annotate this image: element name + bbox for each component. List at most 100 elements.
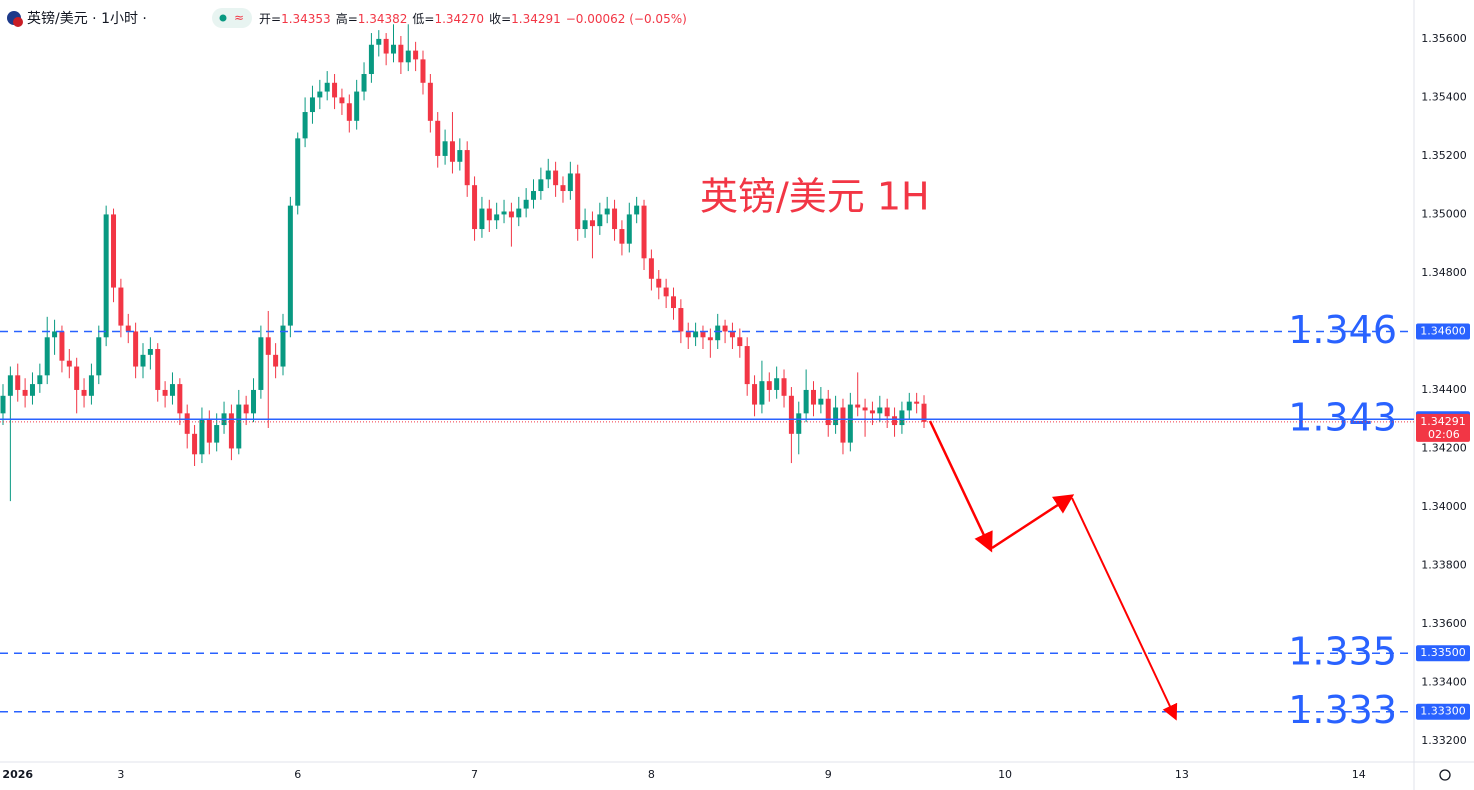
- candle-body: [162, 389, 168, 396]
- candle-body: [22, 389, 28, 396]
- candle-body: [324, 82, 330, 92]
- y-tick-label: 1.33200: [1421, 734, 1467, 747]
- last-price-label: 1.34291: [1420, 415, 1466, 428]
- candle-body: [361, 74, 367, 92]
- candle-body: [155, 348, 161, 390]
- y-tick-label: 1.35600: [1421, 32, 1467, 45]
- candle-body: [140, 354, 146, 367]
- y-tick-label: 1.34000: [1421, 500, 1467, 513]
- candle-body: [273, 354, 279, 367]
- candle-body: [582, 220, 588, 230]
- candle-body: [840, 407, 846, 443]
- candle-body: [398, 44, 404, 63]
- candle-body: [280, 325, 286, 367]
- y-tick-label: 1.35000: [1421, 207, 1467, 220]
- x-tick-label: 14: [1352, 768, 1366, 781]
- candle-body: [37, 375, 43, 385]
- candle-body: [818, 398, 824, 405]
- y-tick-label: 1.33800: [1421, 558, 1467, 571]
- price-axis: 1.35600 1.35400 1.35200 1.35000 1.34800 1.344…: [1416, 32, 1470, 747]
- candle-body: [567, 173, 573, 192]
- candle-body: [685, 331, 691, 338]
- arrow: [991, 494, 1075, 550]
- legend-low-label: 低=: [412, 12, 434, 26]
- candle-body: [855, 404, 861, 408]
- candle-body: [788, 395, 794, 434]
- settings-icon[interactable]: [1439, 769, 1451, 781]
- candle-body: [825, 398, 831, 426]
- candle-body: [111, 214, 117, 288]
- candle-body: [405, 50, 411, 63]
- legend-high-label: 高=: [336, 11, 358, 26]
- candle-body: [619, 229, 625, 244]
- candle-body: [663, 287, 669, 297]
- candle-body: [88, 375, 94, 396]
- levels: 1.346 1.343 1.335 1.333: [0, 308, 1414, 732]
- candle-body: [589, 220, 595, 227]
- candle-body: [442, 141, 448, 156]
- candle-body: [847, 404, 853, 443]
- candle-body: [693, 331, 699, 338]
- candle-body: [531, 191, 537, 200]
- level-label: 1.346: [1288, 308, 1397, 352]
- candle-body: [560, 185, 566, 192]
- legend-close: 1.34291: [511, 12, 561, 26]
- candle-body: [700, 331, 706, 338]
- candle-body: [641, 205, 647, 259]
- y-tick-label: 1.35200: [1421, 149, 1467, 162]
- arrow: [1071, 497, 1178, 721]
- candle-body: [169, 384, 175, 396]
- candle-body: [781, 378, 787, 396]
- settings-icon[interactable]: [1439, 769, 1451, 781]
- candle-body: [228, 413, 234, 449]
- x-tick-label: 2026: [2, 768, 33, 781]
- level-axis-label: 1.34600: [1420, 324, 1466, 337]
- candle-body: [553, 170, 559, 186]
- candle-body: [671, 296, 677, 309]
- candle-body: [251, 389, 257, 414]
- candle-body: [59, 331, 65, 361]
- candle-body: [29, 384, 35, 396]
- candle-body: [309, 97, 315, 113]
- candle-body: [516, 208, 522, 218]
- level-label: 1.333: [1288, 688, 1397, 732]
- candle-body: [147, 348, 153, 355]
- candle-body: [486, 208, 492, 221]
- candle-body: [258, 337, 264, 390]
- candle-body: [52, 331, 58, 338]
- candle-body: [626, 214, 632, 244]
- y-tick-label: 1.35400: [1421, 90, 1467, 103]
- candle-body: [869, 410, 875, 414]
- x-tick-label: 7: [471, 768, 478, 781]
- candle-body: [914, 401, 920, 404]
- candle-body: [236, 404, 242, 449]
- status-pill: [212, 8, 252, 28]
- candle-body: [803, 389, 809, 414]
- candle-body: [877, 407, 883, 414]
- candle-body: [707, 337, 713, 341]
- last-price-box: [1416, 413, 1470, 442]
- candle-body: [752, 384, 758, 405]
- candle-body: [368, 44, 374, 75]
- candle-body: [265, 337, 271, 355]
- candles: [0, 24, 927, 502]
- level-axis-box: [1416, 645, 1470, 662]
- level-label: 1.343: [1288, 396, 1397, 440]
- candle-body: [774, 378, 780, 390]
- candle-body: [199, 419, 205, 455]
- candle-body: [766, 381, 772, 390]
- candle-body: [103, 214, 109, 338]
- x-tick-label: 8: [648, 768, 655, 781]
- candle-body: [184, 413, 190, 434]
- candle-body: [15, 375, 21, 390]
- level-label: 1.335: [1288, 630, 1397, 674]
- candle-body: [538, 179, 544, 192]
- candle-body: [354, 91, 360, 121]
- candle-body: [472, 185, 478, 230]
- candle-body: [192, 433, 198, 455]
- y-tick-label: 1.34400: [1421, 383, 1467, 396]
- candle-body: [427, 82, 433, 121]
- y-tick-label: 1.34800: [1421, 266, 1467, 279]
- candle-body: [796, 413, 802, 434]
